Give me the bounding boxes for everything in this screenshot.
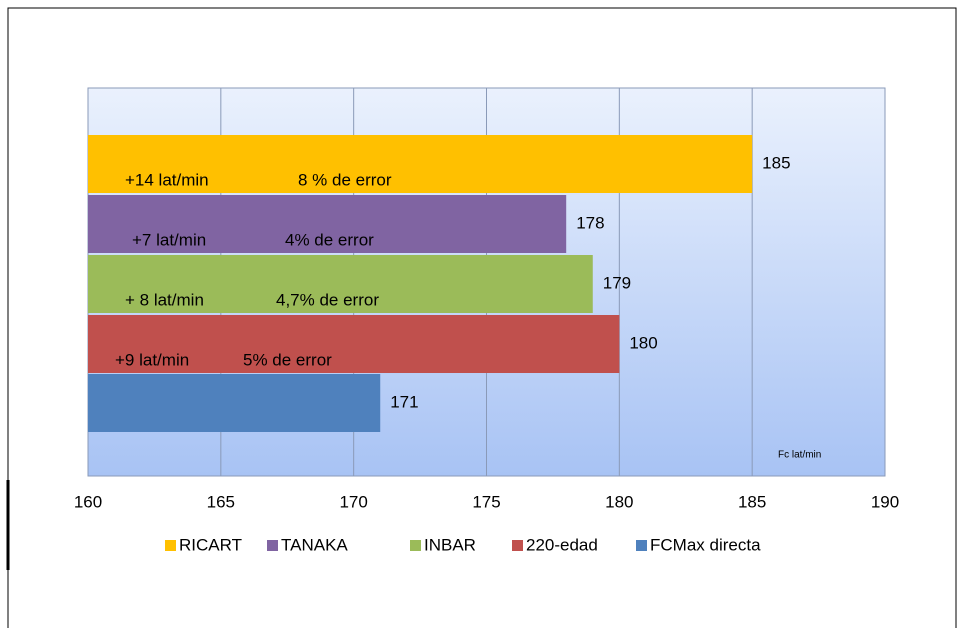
- bar-note: 5% de error: [243, 350, 332, 369]
- bar: [88, 195, 567, 253]
- bar-note: + 8 lat/min: [125, 290, 204, 309]
- legend-swatch: [512, 540, 523, 551]
- x-tick-label: 180: [605, 492, 633, 511]
- bar-note: +9 lat/min: [115, 350, 189, 369]
- legend-label: TANAKA: [281, 535, 348, 554]
- frame: [7, 7, 957, 628]
- x-tick-label: 160: [74, 492, 102, 511]
- x-tick-label: 165: [207, 492, 235, 511]
- value-label: 178: [576, 213, 604, 232]
- bar: [88, 255, 593, 313]
- legend-label: RICART: [179, 535, 242, 554]
- bar-note: 8 % de error: [298, 170, 392, 189]
- bar-note: 4% de error: [285, 230, 374, 249]
- bar-note: +7 lat/min: [132, 230, 206, 249]
- bar-note: +14 lat/min: [125, 170, 209, 189]
- legend-swatch: [267, 540, 278, 551]
- value-label: 185: [762, 153, 790, 172]
- value-label: 180: [629, 333, 657, 352]
- value-label: 171: [390, 392, 418, 411]
- legend-swatch: [410, 540, 421, 551]
- x-tick-label: 170: [339, 492, 367, 511]
- x-tick-label: 175: [472, 492, 500, 511]
- legend-swatch: [636, 540, 647, 551]
- annotation: Fc lat/min: [778, 450, 821, 461]
- x-tick-label: 185: [738, 492, 766, 511]
- legend-label: INBAR: [424, 535, 476, 554]
- bar: [88, 374, 381, 432]
- bar-note: 4,7% de error: [276, 290, 379, 309]
- value-label: 179: [603, 273, 631, 292]
- legend-label: 220-edad: [526, 535, 598, 554]
- legend-swatch: [165, 540, 176, 551]
- bar: [88, 315, 620, 373]
- legend-label: FCMax directa: [650, 535, 761, 554]
- x-tick-label: 190: [871, 492, 899, 511]
- bar: [88, 135, 753, 193]
